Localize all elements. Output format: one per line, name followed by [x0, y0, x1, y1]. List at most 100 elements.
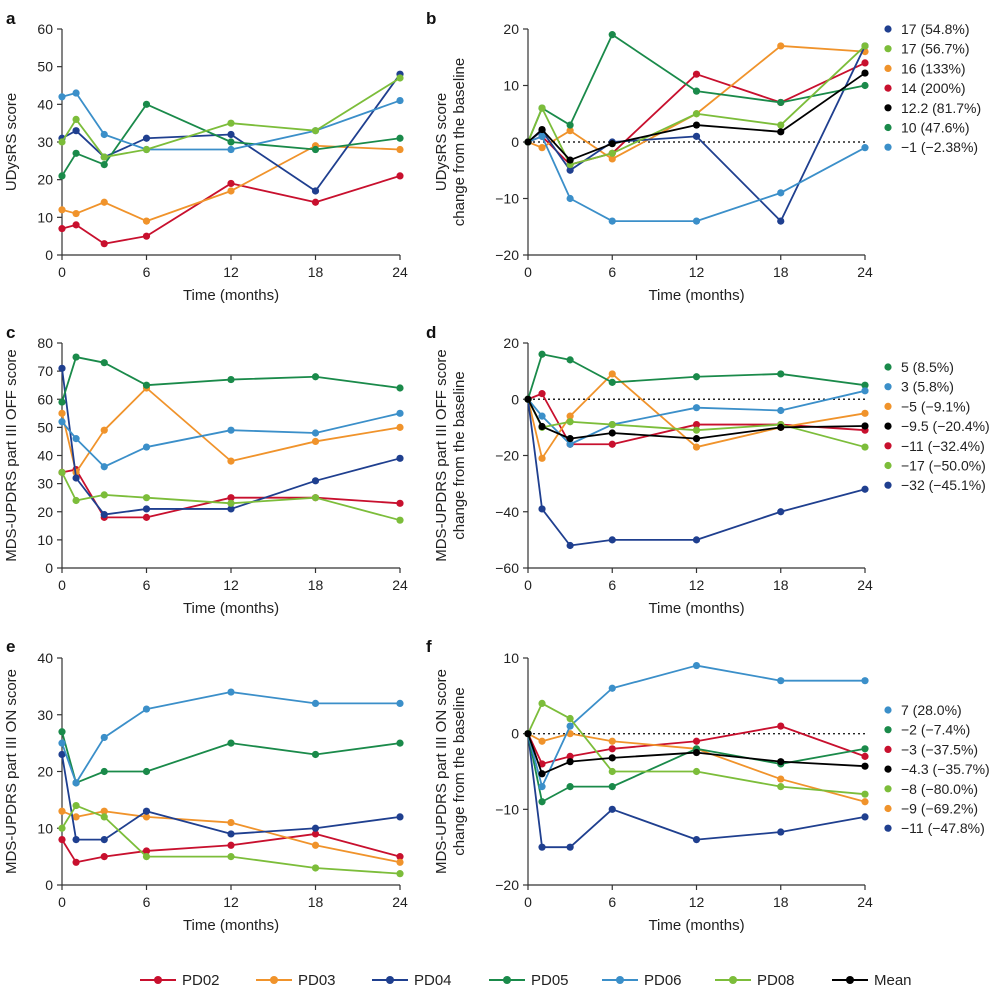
y-tick-label: 0	[511, 134, 519, 150]
data-point-pd02	[72, 858, 80, 866]
chart-panel-d: d −60 −40 −20 0 20 0 6 12 18 24 Time (months) MDS-UP…	[426, 323, 990, 617]
legend-label: PD05	[531, 972, 569, 989]
legend-item-pd03: PD03	[256, 972, 336, 989]
data-point-pd08	[608, 420, 616, 429]
data-point-pd02	[396, 853, 404, 861]
annotation-dot	[884, 104, 892, 112]
x-tick-label: 6	[608, 577, 616, 593]
series-mean	[524, 395, 869, 443]
data-point-pd04	[777, 508, 785, 516]
x-tick-label: 6	[143, 264, 151, 280]
y-axis-title-line-1: MDS-UPDRS part III OFF score	[433, 349, 450, 562]
annotation-dot	[884, 765, 892, 773]
data-point-pd03	[861, 409, 869, 417]
y-tick-label: −40	[495, 504, 519, 520]
data-point-pd03	[227, 818, 235, 827]
data-point-mean	[608, 140, 616, 148]
series-pd04	[524, 395, 869, 550]
x-tick-label: 0	[524, 264, 532, 280]
y-axis-title-line-2: change from the baseline	[451, 687, 468, 855]
data-point-mean	[692, 748, 701, 757]
x-tick-label: 6	[143, 577, 151, 593]
data-point-pd06	[566, 440, 574, 448]
data-point-pd06	[72, 435, 80, 443]
y-tick-label: −20	[495, 448, 519, 464]
x-tick-label: 6	[608, 894, 616, 910]
data-point-pd05	[311, 145, 320, 154]
data-point-pd03	[566, 412, 574, 420]
series-pd06	[58, 409, 404, 471]
data-point-pd03	[100, 807, 108, 815]
data-point-pd02	[58, 225, 66, 233]
chart-panel-e: e 0 10 20 30 40 0 6 12 18 24 Time (months) MDS-UPDRS…	[3, 637, 408, 934]
annotation-item: −17 (−50.0%)	[884, 458, 986, 474]
x-axis-title: Time (months)	[183, 600, 279, 617]
annotation-label: −4.3 (−35.7%)	[901, 761, 990, 777]
series-pd04	[58, 750, 404, 844]
x-tick-label: 24	[857, 577, 873, 593]
annotation-label: −9.5 (−20.4%)	[901, 418, 990, 434]
annotation-item: −3 (−37.5%)	[884, 741, 978, 757]
data-point-pd06	[100, 733, 108, 742]
annotation-item: 17 (56.7%)	[884, 41, 969, 57]
data-point-pd03	[538, 144, 546, 152]
data-point-mean	[524, 138, 532, 146]
data-point-pd04	[396, 813, 404, 821]
data-point-pd03	[100, 198, 108, 206]
data-point-pd06	[58, 739, 66, 747]
data-point-pd05	[777, 370, 785, 378]
x-tick-label: 24	[392, 894, 408, 910]
annotation-label: 17 (56.7%)	[901, 41, 969, 57]
annotation-dot	[884, 785, 892, 793]
data-point-pd03	[227, 457, 235, 465]
data-point-pd03	[608, 155, 616, 163]
x-tick-label: 12	[689, 264, 705, 280]
annotation-item: −9.5 (−20.4%)	[884, 418, 990, 434]
y-axis-title: MDS-UPDRS part III ON score	[3, 669, 20, 874]
data-point-pd04	[142, 807, 151, 815]
data-point-pd02	[692, 70, 701, 78]
data-point-pd08	[538, 104, 546, 112]
annotation-item: −32 (−45.1%)	[884, 477, 986, 493]
annotation-label: −32 (−45.1%)	[901, 477, 986, 493]
data-point-pd04	[566, 541, 574, 550]
data-point-pd05	[608, 31, 616, 39]
annotation-item: 3 (5.8%)	[884, 379, 954, 395]
legend-item-pd05: PD05	[489, 972, 569, 989]
data-point-pd05	[566, 783, 574, 791]
data-point-pd08	[608, 767, 616, 776]
data-point-pd08	[100, 153, 108, 161]
annotation-item: 7 (28.0%)	[884, 702, 962, 718]
data-point-pd04	[692, 836, 701, 844]
y-tick-label: 50	[37, 419, 53, 435]
y-tick-label: −10	[495, 191, 519, 207]
data-point-pd08	[227, 499, 235, 507]
data-point-pd08	[227, 119, 235, 127]
data-point-pd08	[861, 42, 869, 50]
x-tick-label: 12	[223, 264, 239, 280]
data-point-pd05	[227, 375, 235, 384]
data-point-pd06	[311, 699, 320, 708]
data-point-pd08	[777, 121, 785, 129]
data-point-pd05	[538, 350, 546, 358]
x-tick-label: 18	[773, 264, 789, 280]
data-point-pd08	[311, 864, 320, 872]
legend-swatch-dot	[154, 976, 162, 984]
y-tick-label: 60	[37, 21, 53, 37]
data-point-pd03	[538, 737, 546, 745]
data-point-pd05	[227, 739, 235, 747]
data-point-pd03	[396, 858, 404, 866]
data-point-pd03	[58, 206, 66, 214]
data-point-pd06	[608, 217, 616, 225]
legend-item-pd02: PD02	[140, 972, 220, 989]
data-point-pd05	[142, 381, 151, 389]
data-point-pd02	[566, 752, 574, 760]
data-point-pd04	[777, 217, 785, 225]
data-point-pd08	[227, 853, 235, 861]
data-point-mean	[777, 758, 785, 766]
y-tick-label: 40	[37, 650, 53, 666]
series-pd03	[58, 142, 404, 225]
data-point-pd05	[100, 161, 108, 169]
data-point-pd04	[142, 505, 151, 513]
data-point-pd04	[861, 485, 869, 493]
